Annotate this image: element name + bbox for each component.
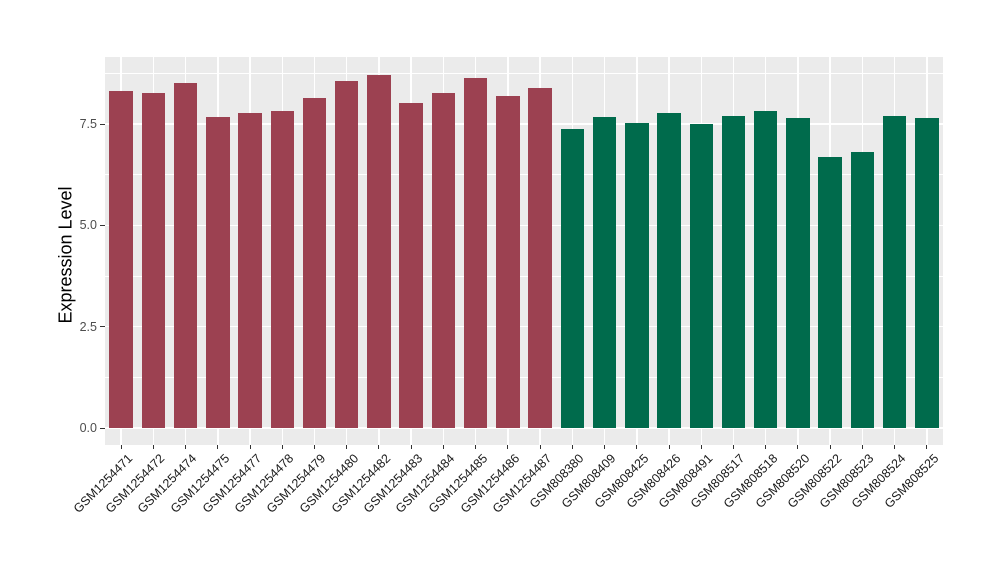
bar bbox=[463, 78, 488, 428]
bar bbox=[367, 74, 391, 428]
bar bbox=[786, 117, 810, 428]
bar bbox=[270, 110, 295, 428]
x-axis-tick bbox=[765, 445, 767, 449]
y-axis-tick bbox=[100, 123, 105, 125]
gridline-minor-h bbox=[105, 72, 943, 74]
y-axis-tick-label: 5.0 bbox=[79, 218, 97, 233]
x-axis-tick bbox=[829, 445, 831, 449]
bar bbox=[850, 151, 875, 428]
bar bbox=[560, 129, 585, 428]
y-axis-tick bbox=[100, 326, 105, 328]
x-axis-tick bbox=[217, 445, 219, 449]
x-axis-tick bbox=[861, 445, 863, 449]
gridline-minor-h bbox=[105, 275, 943, 277]
x-axis-tick bbox=[507, 445, 509, 449]
x-axis-tick bbox=[475, 445, 477, 449]
x-axis-tick bbox=[700, 445, 702, 449]
x-axis-tick bbox=[120, 445, 122, 449]
x-axis-tick bbox=[797, 445, 799, 449]
x-axis-tick bbox=[378, 445, 380, 449]
gridline-major-h bbox=[105, 224, 943, 227]
gridline-major-h bbox=[105, 325, 943, 328]
x-axis-tick bbox=[926, 445, 928, 449]
plot-panel bbox=[105, 57, 943, 445]
bar bbox=[173, 83, 198, 428]
x-axis-tick bbox=[539, 445, 541, 449]
bar bbox=[528, 88, 552, 428]
x-axis-tick bbox=[281, 445, 283, 449]
bar bbox=[109, 90, 133, 428]
gridline-major-h bbox=[105, 427, 943, 429]
y-axis-tick-label: 7.5 bbox=[79, 117, 97, 132]
bar bbox=[238, 113, 262, 428]
gridline-minor-h bbox=[105, 174, 943, 176]
x-axis-tick bbox=[668, 445, 670, 449]
x-axis-tick bbox=[249, 445, 251, 449]
y-axis-tick bbox=[100, 427, 105, 429]
bar bbox=[206, 116, 230, 428]
x-axis-tick bbox=[346, 445, 348, 449]
bar bbox=[334, 80, 359, 428]
x-axis-tick bbox=[185, 445, 187, 449]
x-axis-tick bbox=[152, 445, 154, 449]
bar bbox=[141, 92, 166, 428]
bar bbox=[657, 112, 681, 428]
y-axis-tick-label: 2.5 bbox=[79, 319, 97, 334]
bar bbox=[496, 95, 520, 428]
bar bbox=[625, 122, 649, 428]
x-axis-tick bbox=[636, 445, 638, 449]
y-axis-tick bbox=[100, 224, 105, 226]
bar bbox=[302, 98, 327, 428]
x-axis-tick bbox=[410, 445, 412, 449]
bar bbox=[818, 156, 842, 428]
x-axis-tick bbox=[604, 445, 606, 449]
bar bbox=[431, 93, 456, 428]
x-axis-tick bbox=[733, 445, 734, 449]
bar bbox=[753, 111, 778, 428]
bar bbox=[915, 117, 939, 428]
gridline-major-h bbox=[105, 123, 943, 125]
bar bbox=[592, 116, 617, 428]
bar bbox=[721, 115, 746, 428]
bar bbox=[689, 123, 714, 428]
y-axis-title: Expression Level bbox=[55, 186, 76, 324]
x-axis-tick bbox=[442, 445, 444, 449]
x-axis-tick bbox=[314, 445, 315, 449]
x-axis-tick bbox=[571, 445, 573, 449]
y-axis-tick-label: 0.0 bbox=[79, 421, 97, 435]
gridline-minor-h bbox=[105, 376, 943, 378]
bar bbox=[882, 115, 907, 428]
bar bbox=[399, 102, 423, 428]
x-axis-tick bbox=[894, 445, 896, 449]
